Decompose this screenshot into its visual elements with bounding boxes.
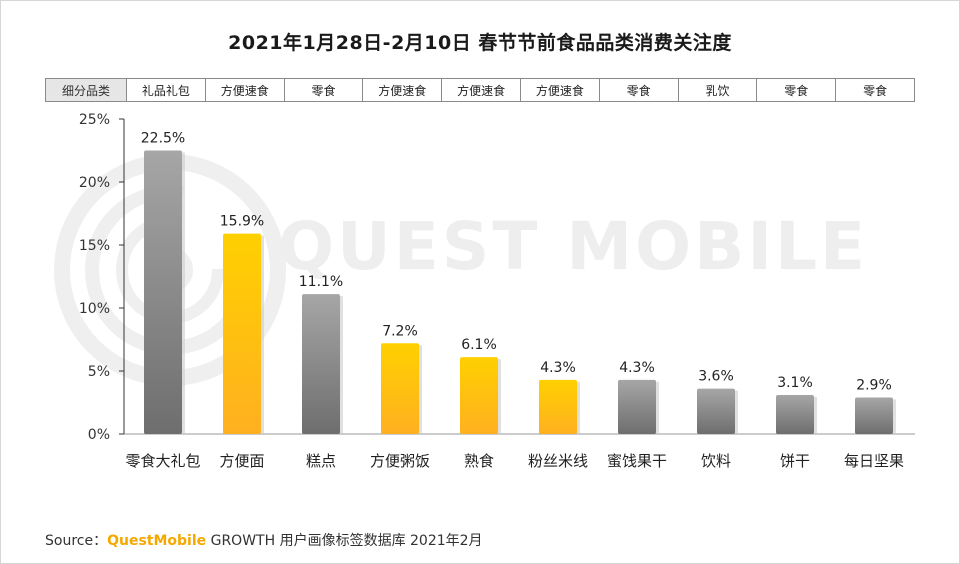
table-cell: 零食: [756, 79, 835, 101]
x-tick-label: 零食大礼包: [125, 452, 200, 470]
y-tick-label: 0%: [88, 427, 110, 443]
table-cell: 方便速食: [362, 79, 441, 101]
bar-shadow: [419, 345, 422, 434]
x-tick-label: 粉丝米线: [528, 452, 588, 470]
bar-2: [223, 233, 261, 434]
y-tick-label: 10%: [79, 301, 110, 317]
y-tick-label: 5%: [88, 364, 110, 380]
table-cell: 零食: [598, 79, 678, 101]
y-tick-label: 15%: [79, 238, 110, 254]
data-label: 22.5%: [141, 131, 185, 147]
bar-3: [302, 294, 340, 434]
source-note: Source：QuestMobile GROWTH 用户画像标签数据库 2021…: [45, 530, 483, 550]
bar-shadow: [656, 381, 659, 434]
x-tick-label: 熟食: [464, 452, 494, 470]
bar-1: [144, 150, 182, 434]
x-tick-label: 蜜饯果干: [607, 452, 667, 470]
data-label: 3.1%: [777, 375, 813, 391]
y-tick-label: 20%: [79, 175, 110, 191]
data-label: 15.9%: [220, 214, 264, 230]
table-cell: 零食: [283, 79, 363, 101]
table-cell: 方便速食: [204, 79, 284, 101]
x-tick-label: 饮料: [701, 452, 731, 470]
bar-4: [381, 343, 419, 434]
table-cell: 乳饮: [677, 79, 757, 101]
data-label: 4.3%: [619, 360, 655, 376]
bar-shadow: [735, 390, 738, 434]
table-cell: 零食: [835, 79, 914, 101]
bar-8: [697, 388, 735, 434]
data-label: 4.3%: [540, 360, 576, 376]
data-label: 7.2%: [382, 323, 418, 339]
table-cell: 礼品礼包: [126, 79, 205, 101]
source-brand: QuestMobile: [107, 533, 207, 549]
bar-shadow: [814, 396, 817, 434]
bar-5: [460, 357, 498, 434]
bar-shadow: [261, 235, 264, 434]
table-header-cell: 细分品类: [46, 79, 126, 101]
x-tick-label: 方便粥饭: [370, 452, 430, 470]
bar-shadow: [498, 359, 501, 434]
bar-shadow: [893, 399, 896, 434]
table-cell: 方便速食: [441, 79, 520, 101]
x-tick-label: 糕点: [306, 452, 336, 470]
x-tick-label: 每日坚果: [844, 452, 904, 470]
bar-shadow: [577, 381, 580, 434]
x-tick-label: 饼干: [780, 452, 810, 470]
bar-7: [618, 379, 656, 434]
table-cell: 方便速食: [519, 79, 599, 101]
bar-6: [539, 379, 577, 434]
x-tick-label: 方便面: [219, 452, 264, 470]
source-suffix: GROWTH 用户画像标签数据库 2021年2月: [206, 533, 483, 549]
data-label: 6.1%: [461, 337, 497, 353]
data-label: 2.9%: [856, 377, 892, 393]
category-table: 细分品类 礼品礼包 方便速食 零食 方便速食 方便速食 方便速食 零食 乳饮 零…: [45, 78, 915, 102]
y-tick-label: 25%: [79, 112, 110, 128]
bar-10: [855, 397, 893, 434]
data-label: 11.1%: [299, 274, 343, 290]
bar-shadow: [340, 296, 343, 434]
source-prefix: Source：: [45, 533, 108, 549]
bar-shadow: [182, 152, 185, 434]
bar-9: [776, 394, 814, 434]
data-label: 3.6%: [698, 369, 734, 385]
chart-title: 2021年1月28日-2月10日 春节节前食品品类消费关注度: [228, 32, 732, 54]
